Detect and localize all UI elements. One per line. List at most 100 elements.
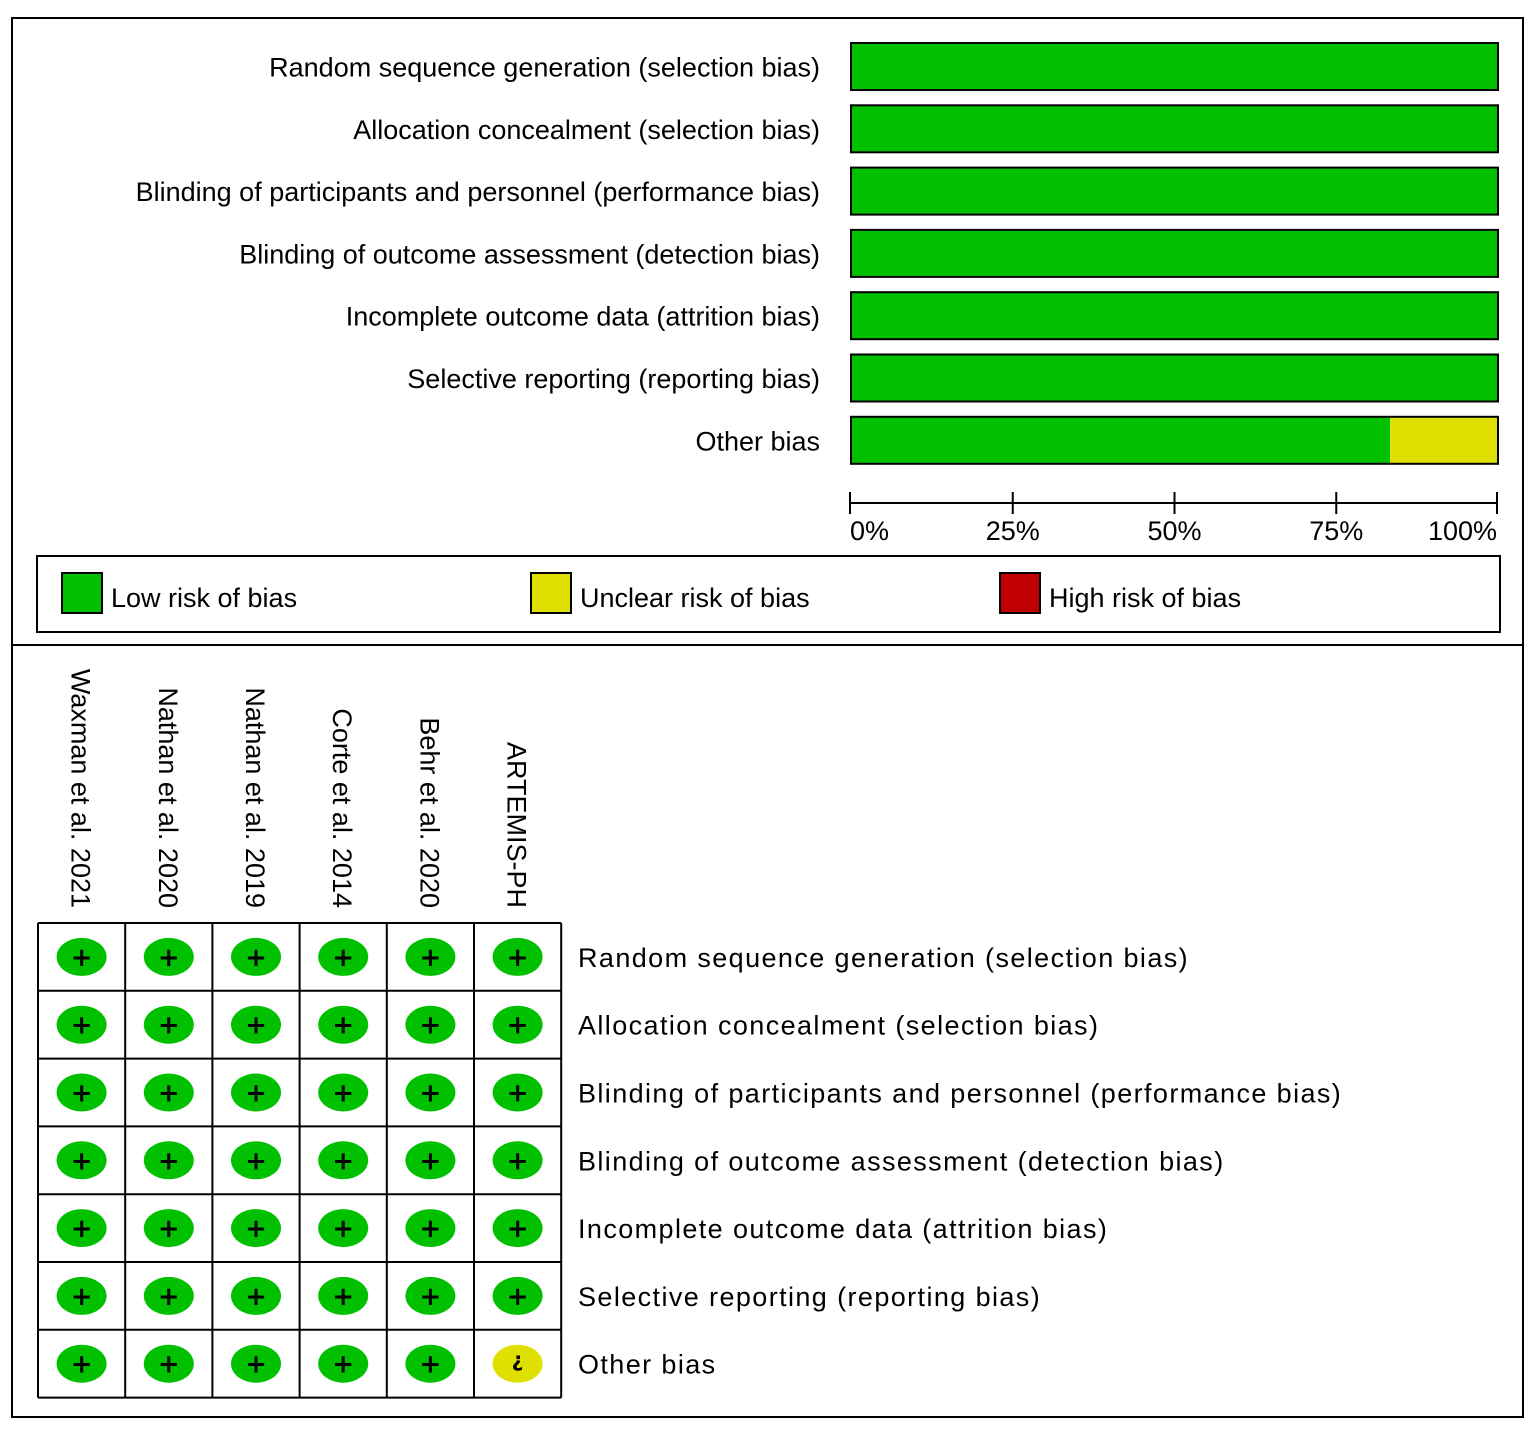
judgement-marker [405,1141,456,1180]
judgement-symbol: + [507,1282,529,1312]
summary-label-blinding-of-participants-and-personnel-performance-bias: Blinding of participants and personnel (… [578,1079,1342,1109]
summary-label-random-sequence-generation-selection-bias: Random sequence generation (selection bi… [578,943,1189,973]
bar-label-blinding-of-outcome-assessment-detection-bias: Blinding of outcome assessment (detectio… [239,239,820,269]
judgement-cell-r6-c3: + [231,1276,281,1315]
axis-tick-label-100: 100% [1428,516,1497,546]
summary-label-selective-reporting-reporting-bias: Selective reporting (reporting bias) [578,1282,1041,1312]
judgement-cell-r5-c3: + [231,1209,281,1248]
bar-label-blinding-of-participants-and-personnel-performance-bias: Blinding of participants and personnel (… [136,177,820,207]
judgement-marker [143,1141,194,1180]
judgement-cell-r5-c5: + [405,1209,456,1248]
judgement-symbol: + [71,943,93,973]
bar-outline-5 [850,291,1499,341]
judgement-cell-r7-c5: + [405,1344,456,1383]
summary-grid: + + + + + + + + + + + + + + + + + + + + + + + + + + + + + + + + + + + + + + + +… [37,922,563,1399]
axis-tick-label-50: 50% [1147,516,1201,546]
judgement-symbol: + [158,943,180,973]
judgement-cell-r5-c6: + [492,1209,543,1248]
judgement-cell-r3-c4: + [318,1073,369,1112]
bar-outline-1 [850,42,1499,91]
legend: Low risk of bias Unclear risk of bias High… [61,572,1241,614]
study-label-behr-et-al-2020: Behr et al. 2020 [414,717,444,908]
judgement-cell-r3-c6: + [492,1073,543,1112]
judgement-cell-r2-c4: + [318,1005,369,1044]
judgement-symbol: + [420,1214,442,1244]
judgement-symbol: + [420,1011,442,1041]
judgement-cell-r1-c4: + [318,937,369,976]
judgement-marker [143,1344,194,1383]
judgement-cell-r2-c2: + [143,1005,194,1044]
legend-label-low-risk-of-bias: Low risk of bias [111,583,297,613]
judgement-cell-r2-c5: + [405,1005,456,1044]
judgement-marker [143,1073,194,1112]
bar-outline-7 [850,415,1499,465]
judgement-symbol: + [332,1079,354,1109]
judgement-symbol: + [507,1079,529,1109]
bar-low-risk-of-bias-6 [851,354,1498,402]
judgement-cell-r5-c1: + [56,1209,107,1248]
bar-low-risk-of-bias-3 [851,167,1498,215]
judgement-marker [405,1209,456,1248]
judgement-marker [143,1276,194,1315]
judgement-symbol: + [71,1350,93,1380]
judgement-cell-r1-c5: + [405,937,456,976]
judgement-symbol: + [332,1282,354,1312]
axis-tick-label-25: 25% [986,516,1040,546]
judgement-marker [56,1005,107,1044]
bar-low-risk-of-bias-4 [851,229,1498,277]
judgement-marker [492,937,543,976]
judgement-symbol: + [420,1350,442,1380]
judgement-symbol: + [507,1146,529,1176]
judgement-cell-r3-c2: + [143,1073,194,1112]
judgement-cell-r5-c4: + [318,1209,369,1248]
summary-label-allocation-concealment-selection-bias: Allocation concealment (selection bias) [578,1011,1099,1041]
judgement-cell-r1-c1: + [56,937,107,976]
judgement-cell-r3-c1: + [56,1073,107,1112]
bar-outline-6 [850,353,1499,403]
judgement-symbol: + [332,1350,354,1380]
judgement-cell-r7-c1: + [56,1344,107,1383]
judgement-marker [231,1209,281,1248]
judgement-symbol: + [332,1214,354,1244]
judgement-marker [405,1276,456,1315]
judgement-symbol: + [245,1350,267,1380]
judgement-symbol: + [158,1079,180,1109]
judgement-cell-r4-c6: + [492,1141,543,1180]
judgement-symbol: + [332,1011,354,1041]
judgement-symbol: + [71,1146,93,1176]
judgement-marker [231,1344,281,1383]
judgement-marker [56,937,107,976]
judgement-cell-r3-c3: + [231,1073,281,1112]
bar-category-labels: Random sequence generation (selection bi… [136,53,820,457]
judgement-symbol: + [71,1079,93,1109]
judgement-cell-r7-c4: + [318,1344,369,1383]
judgement-marker [492,1141,543,1180]
judgement-symbol: + [245,1011,267,1041]
summary-label-other-bias: Other bias [578,1350,717,1380]
legend-label-high-risk-of-bias: High risk of bias [1049,583,1241,613]
judgement-symbol: + [507,1214,529,1244]
judgement-symbol: + [158,1282,180,1312]
judgement-symbol: + [245,1214,267,1244]
judgement-marker [318,1073,369,1112]
bar-low-risk-of-bias-7 [851,416,1391,464]
judgement-marker [318,1141,369,1180]
judgement-symbol: + [245,1282,267,1312]
judgement-cell-r4-c3: + [231,1141,281,1180]
study-label-waxman-et-al-2021: Waxman et al. 2021 [66,669,96,908]
axis-tick-label-75: 75% [1309,516,1363,546]
judgement-cell-r6-c2: + [143,1276,194,1315]
bar-outline-4 [850,228,1499,278]
judgement-marker [318,1209,369,1248]
judgement-symbol: + [158,1011,180,1041]
judgement-marker [231,1141,281,1180]
judgement-marker [405,1073,456,1112]
bar-chart-bars [850,42,1499,465]
judgement-marker [318,1276,369,1315]
legend-swatch-high-risk-of-bias [999,572,1041,614]
study-label-nathan-et-al-2020: Nathan et al. 2020 [153,687,183,908]
judgement-marker [231,1276,281,1315]
study-labels: Waxman et al. 2021 Nathan et al. 2020 Nath… [66,669,532,908]
bar-low-risk-of-bias-2 [851,105,1498,153]
judgement-cell-r1-c3: + [231,937,281,976]
